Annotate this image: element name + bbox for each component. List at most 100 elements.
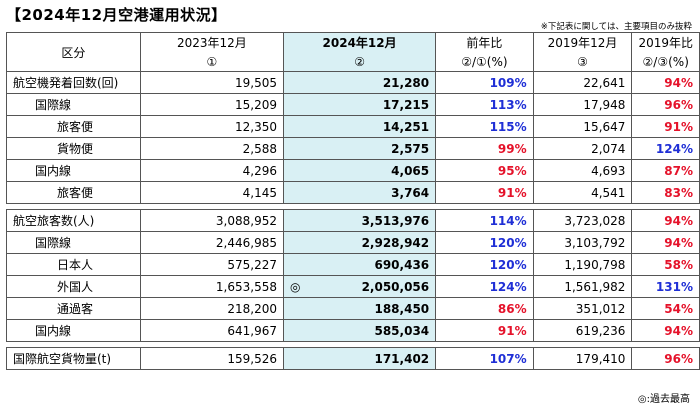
header-2024: 2024年12月	[282, 32, 437, 52]
value-yoy: 120%	[435, 231, 534, 254]
value-yoy: 120%	[435, 253, 534, 276]
value-vs2019: 96%	[631, 347, 700, 370]
table-row: 外国人 1,653,558 ◎ 2,050,056 124% 1,561,982 131%	[6, 275, 700, 298]
header-category: 区分	[6, 32, 141, 72]
row-label: 航空旅客数(人)	[6, 209, 141, 232]
row-label: 国内線	[6, 159, 141, 182]
value-yoy: 99%	[435, 137, 534, 160]
value-2023: 641,967	[139, 319, 285, 342]
row-label: 旅客便	[6, 181, 141, 204]
header-2023-sub: ①	[139, 52, 285, 72]
value-vs2019: 91%	[631, 115, 700, 138]
value-yoy: 115%	[435, 115, 534, 138]
table-row: 国際線 2,446,985 2,928,942 120% 3,103,792 94%	[6, 231, 700, 254]
row-label: 通過客	[6, 297, 141, 320]
value-2023: 2,588	[139, 137, 285, 160]
header-2024-sub: ②	[282, 52, 437, 72]
table-row: 旅客便 12,350 14,251 115% 15,647 91%	[6, 115, 700, 138]
value-2024: 171,402	[282, 347, 437, 370]
header-vs2019: 2019年比	[631, 32, 700, 52]
value-yoy: 109%	[435, 71, 534, 94]
row-label: 日本人	[6, 253, 141, 276]
value-2024: 690,436	[282, 253, 437, 276]
value-2023: 218,200	[139, 297, 285, 320]
row-label: 貨物便	[6, 137, 141, 160]
table-row: 国際航空貨物量(t) 159,526 171,402 107% 179,410 96%	[6, 347, 700, 370]
value-vs2019: 94%	[631, 71, 700, 94]
value-2024-text: 2,050,056	[361, 279, 430, 294]
value-vs2019: 131%	[631, 275, 700, 298]
value-2024: 585,034	[282, 319, 437, 342]
header-2019-sub: ③	[532, 52, 633, 72]
value-2024: 188,450	[282, 297, 437, 320]
value-2024: 2,928,942	[282, 231, 437, 254]
table-row: 国際線 15,209 17,215 113% 17,948 96%	[6, 93, 700, 116]
airport-operations-table: 区分 2023年12月 2024年12月 前年比 2019年12月 2019年比…	[6, 32, 700, 370]
value-2019: 351,012	[532, 297, 633, 320]
table-row: 貨物便 2,588 2,575 99% 2,074 124%	[6, 137, 700, 160]
value-2024: 21,280	[282, 71, 437, 94]
value-2024: 2,575	[282, 137, 437, 160]
value-2019: 3,723,028	[532, 209, 633, 232]
value-2024: 3,513,976	[282, 209, 437, 232]
value-yoy: 95%	[435, 159, 534, 182]
value-vs2019: 94%	[631, 319, 700, 342]
value-2024: ◎ 2,050,056	[282, 275, 437, 298]
row-label: 国際線	[6, 231, 141, 254]
value-2023: 15,209	[139, 93, 285, 116]
value-2023: 4,145	[139, 181, 285, 204]
value-vs2019: 94%	[631, 231, 700, 254]
value-2023: 19,505	[139, 71, 285, 94]
page-title: 【2024年12月空港運用状況】	[6, 6, 227, 24]
value-2024: 14,251	[282, 115, 437, 138]
header-yoy-sub: ②/①(%)	[435, 52, 534, 72]
row-label: 旅客便	[6, 115, 141, 138]
table-row: 通過客 218,200 188,450 86% 351,012 54%	[6, 297, 700, 320]
table-row: 旅客便 4,145 3,764 91% 4,541 83%	[6, 181, 700, 204]
value-yoy: 113%	[435, 93, 534, 116]
value-yoy: 91%	[435, 181, 534, 204]
value-2023: 3,088,952	[139, 209, 285, 232]
table-row: 国内線 641,967 585,034 91% 619,236 94%	[6, 319, 700, 342]
value-vs2019: 94%	[631, 209, 700, 232]
value-2024: 3,764	[282, 181, 437, 204]
value-yoy: 124%	[435, 275, 534, 298]
row-label: 国際線	[6, 93, 141, 116]
value-vs2019: 96%	[631, 93, 700, 116]
value-vs2019: 54%	[631, 297, 700, 320]
value-vs2019: 87%	[631, 159, 700, 182]
value-2019: 619,236	[532, 319, 633, 342]
value-2019: 22,641	[532, 71, 633, 94]
value-2019: 3,103,792	[532, 231, 633, 254]
value-2023: 2,446,985	[139, 231, 285, 254]
value-2019: 2,074	[532, 137, 633, 160]
value-2023: 4,296	[139, 159, 285, 182]
value-2019: 179,410	[532, 347, 633, 370]
value-vs2019: 58%	[631, 253, 700, 276]
table-row: 日本人 575,227 690,436 120% 1,190,798 58%	[6, 253, 700, 276]
value-2019: 15,647	[532, 115, 633, 138]
row-label: 国内線	[6, 319, 141, 342]
value-2019: 4,541	[532, 181, 633, 204]
header-2019: 2019年12月	[532, 32, 633, 52]
value-vs2019: 124%	[631, 137, 700, 160]
value-2023: 159,526	[139, 347, 285, 370]
value-yoy: 114%	[435, 209, 534, 232]
table-row: 航空旅客数(人) 3,088,952 3,513,976 114% 3,723,028 9…	[6, 209, 700, 232]
header-2023: 2023年12月	[139, 32, 285, 52]
row-label: 国際航空貨物量(t)	[6, 347, 141, 370]
header-yoy: 前年比	[435, 32, 534, 52]
value-2024: 17,215	[282, 93, 437, 116]
value-yoy: 86%	[435, 297, 534, 320]
value-2019: 17,948	[532, 93, 633, 116]
value-yoy: 107%	[435, 347, 534, 370]
value-yoy: 91%	[435, 319, 534, 342]
value-2023: 575,227	[139, 253, 285, 276]
row-label: 外国人	[6, 275, 141, 298]
value-2019: 4,693	[532, 159, 633, 182]
header-vs2019-sub: ②/③(%)	[631, 52, 700, 72]
value-2023: 1,653,558	[139, 275, 285, 298]
table-row: 航空機発着回数(回) 19,505 21,280 109% 22,641 94%	[6, 71, 700, 94]
row-label: 航空機発着回数(回)	[6, 71, 141, 94]
table-row: 国内線 4,296 4,065 95% 4,693 87%	[6, 159, 700, 182]
